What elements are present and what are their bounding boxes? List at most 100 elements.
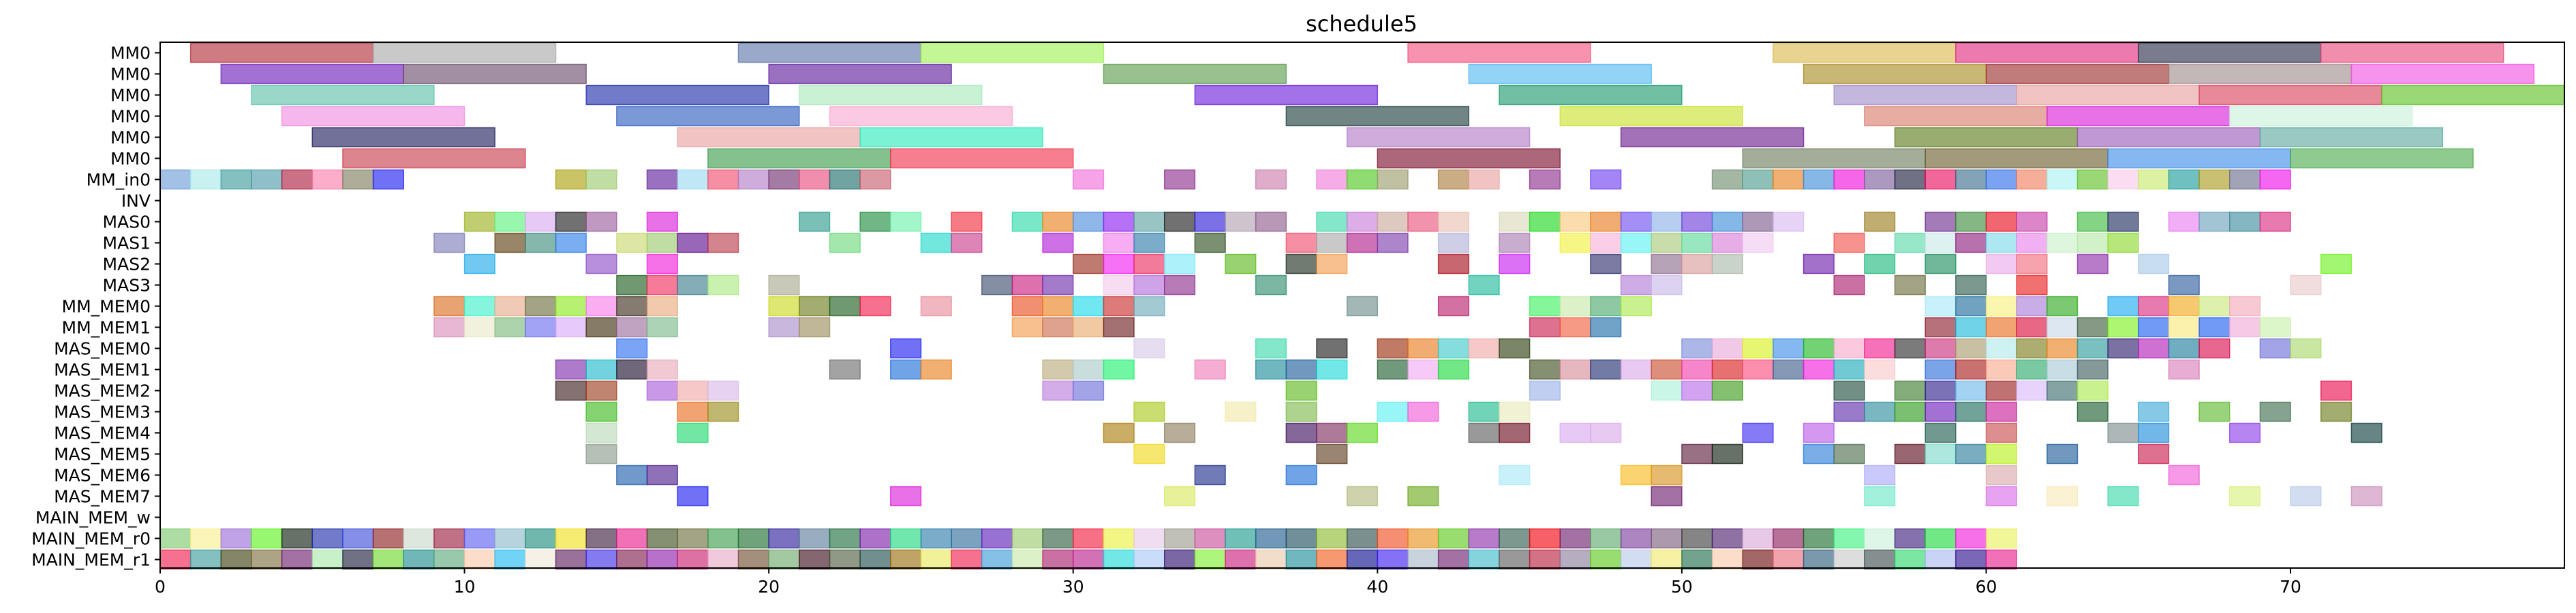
task-bar <box>2138 296 2170 317</box>
task-bar <box>2046 106 2230 127</box>
task-bar <box>920 359 952 380</box>
task-bar <box>768 169 800 190</box>
task-bar <box>1773 359 1805 380</box>
task-bar <box>2076 211 2109 232</box>
task-bar <box>1285 465 1317 486</box>
task-bar <box>2168 296 2200 317</box>
task-bar <box>951 549 983 570</box>
task-bar <box>1072 380 1105 401</box>
task-bar <box>737 528 769 549</box>
task-bar <box>2168 169 2200 190</box>
task-bar <box>1499 422 1531 443</box>
task-bar <box>1590 296 1622 317</box>
task-bar <box>251 84 435 106</box>
task-bar <box>1437 549 1470 570</box>
task-bar <box>1620 528 1653 549</box>
task-bar <box>1285 401 1317 422</box>
task-bar <box>890 528 922 549</box>
task-bar <box>1316 211 1348 232</box>
task-bar <box>2320 253 2352 274</box>
task-bar <box>1955 42 2139 63</box>
task-bar <box>1803 528 1835 549</box>
task-bar <box>2320 42 2504 63</box>
task-bar <box>585 296 617 317</box>
task-bar <box>920 296 952 317</box>
task-bar <box>585 253 617 274</box>
task-bar <box>585 401 617 422</box>
task-bar <box>1955 401 1987 422</box>
task-bar <box>372 549 405 570</box>
task-bar <box>1985 359 2017 380</box>
task-bar <box>1437 296 1470 317</box>
task-bar <box>1316 338 1348 359</box>
task-bar <box>525 317 557 338</box>
task-bar <box>1194 232 1226 253</box>
x-axis: 0 10 20 30 40 50 60 70 <box>155 568 2301 597</box>
task-bar <box>189 549 222 570</box>
task-bar <box>1437 232 1470 253</box>
task-bar <box>981 549 1013 570</box>
task-bar <box>2138 253 2170 274</box>
task-bar <box>1316 528 1348 549</box>
task-bar <box>1194 465 1226 486</box>
task-bar <box>2107 486 2139 507</box>
task-bar <box>251 528 283 549</box>
task-bar <box>2259 338 2291 359</box>
task-bar <box>1894 127 2079 148</box>
task-bar <box>1468 549 1500 570</box>
task-bar <box>1803 169 1835 190</box>
task-bar <box>616 338 648 359</box>
task-bar <box>463 296 495 317</box>
task-bar <box>677 232 709 253</box>
task-bar <box>768 528 800 549</box>
y-tick-label: MAIN_MEM_r1 <box>31 550 151 570</box>
task-bar <box>677 549 709 570</box>
task-bar <box>403 549 435 570</box>
task-bar <box>1864 465 1896 486</box>
task-bar <box>1711 528 1743 549</box>
task-bar <box>2046 359 2079 380</box>
task-bar <box>1773 338 1805 359</box>
task-bar <box>1711 253 1743 274</box>
task-bar <box>2229 296 2261 317</box>
task-bar <box>1833 232 1865 253</box>
task-bar <box>1316 232 1348 253</box>
task-bar <box>646 380 678 401</box>
task-bar <box>1985 443 2017 465</box>
task-bar <box>2046 443 2079 465</box>
task-bar <box>1985 422 2017 443</box>
task-bar <box>1133 211 1165 232</box>
task-bar <box>1955 296 1987 317</box>
task-bar <box>281 106 465 127</box>
task-bar <box>1651 211 1683 232</box>
task-bar <box>799 528 831 549</box>
task-bar <box>1346 296 1379 317</box>
task-bar <box>1103 274 1135 296</box>
task-bar <box>1651 465 1683 486</box>
task-bar <box>1864 359 1896 380</box>
task-bar <box>1316 169 1348 190</box>
task-bar <box>1925 338 1957 359</box>
task-bar <box>1255 338 1287 359</box>
task-bar <box>1529 528 1561 549</box>
task-bar <box>1833 443 1865 465</box>
task-bar <box>1955 549 1987 570</box>
task-bar <box>1225 211 1257 232</box>
y-tick-label: MAS_MEM5 <box>54 445 151 465</box>
task-bar <box>1163 274 1196 296</box>
task-bar <box>677 274 709 296</box>
task-bar <box>829 296 861 317</box>
task-bar <box>555 528 587 549</box>
task-bar <box>1133 232 1165 253</box>
task-bar <box>525 211 557 232</box>
task-bar <box>1985 232 2017 253</box>
task-bar <box>1072 359 1105 380</box>
task-bar <box>1742 549 1774 570</box>
task-bar <box>646 169 678 190</box>
task-bar <box>1559 422 1591 443</box>
task-bar <box>585 380 617 401</box>
task-bar <box>1711 232 1743 253</box>
task-bar <box>2168 338 2200 359</box>
task-bar <box>433 232 465 253</box>
